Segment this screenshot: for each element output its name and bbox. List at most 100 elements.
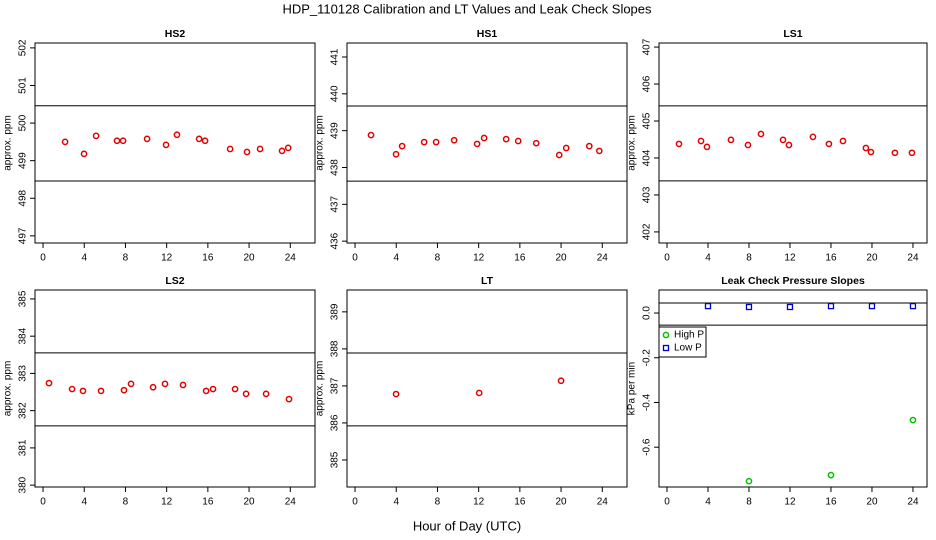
- panel-title: LS2: [165, 275, 184, 287]
- point: [909, 416, 917, 424]
- y-tick-label: 402: [642, 223, 653, 240]
- x-tick-label: 24: [597, 253, 609, 264]
- y-tick-label: 404: [642, 149, 653, 166]
- point: [839, 137, 847, 145]
- y-tick-label: 441: [330, 48, 341, 65]
- y-axis-label: approx. ppm: [315, 115, 326, 171]
- point: [285, 395, 293, 403]
- point: [662, 331, 670, 339]
- y-tick-label: 440: [330, 85, 341, 102]
- y-tick-label: 383: [18, 365, 29, 382]
- x-tick-label: 12: [784, 497, 796, 508]
- point: [585, 142, 593, 150]
- point: [242, 390, 250, 398]
- y-tick-label: 385: [18, 290, 29, 307]
- point: [908, 149, 916, 157]
- x-tick-label: 16: [825, 253, 837, 264]
- x-axis-label: Hour of Day (UTC): [413, 518, 521, 533]
- x-tick-label: 24: [907, 497, 919, 508]
- point: [745, 303, 753, 311]
- point: [432, 138, 440, 146]
- y-tick-label: -0.2: [642, 349, 653, 367]
- y-tick-label: 384: [18, 327, 29, 344]
- point: [555, 151, 563, 159]
- point: [891, 149, 899, 157]
- point: [744, 141, 752, 149]
- point: [231, 385, 239, 393]
- point: [209, 385, 217, 393]
- point: [162, 141, 170, 149]
- x-tick-label: 20: [244, 253, 256, 264]
- y-axis-label: kPa per min: [627, 362, 638, 415]
- y-tick-label: 387: [330, 377, 341, 394]
- point: [201, 137, 209, 145]
- point: [475, 389, 483, 397]
- y-tick-label: 500: [18, 114, 29, 131]
- x-tick-label: 8: [435, 253, 441, 264]
- point: [127, 380, 135, 388]
- plot-frame: [658, 289, 928, 488]
- point: [745, 477, 753, 485]
- y-tick-label: -0.4: [642, 393, 653, 411]
- x-tick-label: 0: [352, 253, 358, 264]
- panel-title: HS1: [477, 28, 498, 40]
- legend-label: High P: [674, 330, 704, 341]
- x-tick-label: 4: [705, 497, 711, 508]
- point: [502, 135, 510, 143]
- x-tick-label: 8: [746, 253, 752, 264]
- point: [262, 390, 270, 398]
- y-tick-label: 437: [330, 196, 341, 213]
- point: [278, 147, 286, 155]
- point: [256, 145, 264, 153]
- point: [662, 344, 670, 352]
- point: [113, 137, 121, 145]
- point: [473, 140, 481, 148]
- point: [367, 131, 375, 139]
- y-tick-label: 498: [18, 189, 29, 206]
- x-tick-label: 4: [705, 253, 711, 264]
- point: [202, 387, 210, 395]
- x-tick-label: 20: [244, 497, 256, 508]
- point: [909, 302, 917, 310]
- point: [827, 471, 835, 479]
- point: [284, 144, 292, 152]
- point: [450, 136, 458, 144]
- x-tick-label: 12: [784, 253, 796, 264]
- plot-frame: [346, 289, 628, 488]
- point: [785, 141, 793, 149]
- point: [825, 140, 833, 148]
- x-tick-label: 0: [40, 253, 46, 264]
- plot-frame: [34, 42, 316, 244]
- x-tick-label: 8: [123, 497, 129, 508]
- point: [226, 145, 234, 153]
- point: [119, 137, 127, 145]
- point: [61, 138, 69, 146]
- point: [757, 130, 765, 138]
- y-tick-label: 439: [330, 122, 341, 139]
- point: [179, 381, 187, 389]
- y-tick-label: 382: [18, 402, 29, 419]
- x-tick-label: 12: [473, 497, 485, 508]
- x-tick-label: 8: [435, 497, 441, 508]
- point: [68, 385, 76, 393]
- point: [868, 302, 876, 310]
- y-tick-label: 501: [18, 77, 29, 94]
- y-axis-label: approx. ppm: [315, 361, 326, 417]
- point: [867, 148, 875, 156]
- plot-frame: [658, 42, 928, 244]
- point: [392, 390, 400, 398]
- point: [45, 379, 53, 387]
- x-tick-label: 4: [393, 253, 399, 264]
- x-tick-label: 20: [556, 497, 568, 508]
- y-tick-label: 385: [330, 451, 341, 468]
- point: [243, 148, 251, 156]
- point: [480, 134, 488, 142]
- x-tick-label: 4: [81, 253, 87, 264]
- x-tick-label: 24: [285, 253, 297, 264]
- point: [809, 133, 817, 141]
- point: [862, 144, 870, 152]
- point: [514, 137, 522, 145]
- legend-label: Low P: [674, 343, 702, 354]
- point: [827, 302, 835, 310]
